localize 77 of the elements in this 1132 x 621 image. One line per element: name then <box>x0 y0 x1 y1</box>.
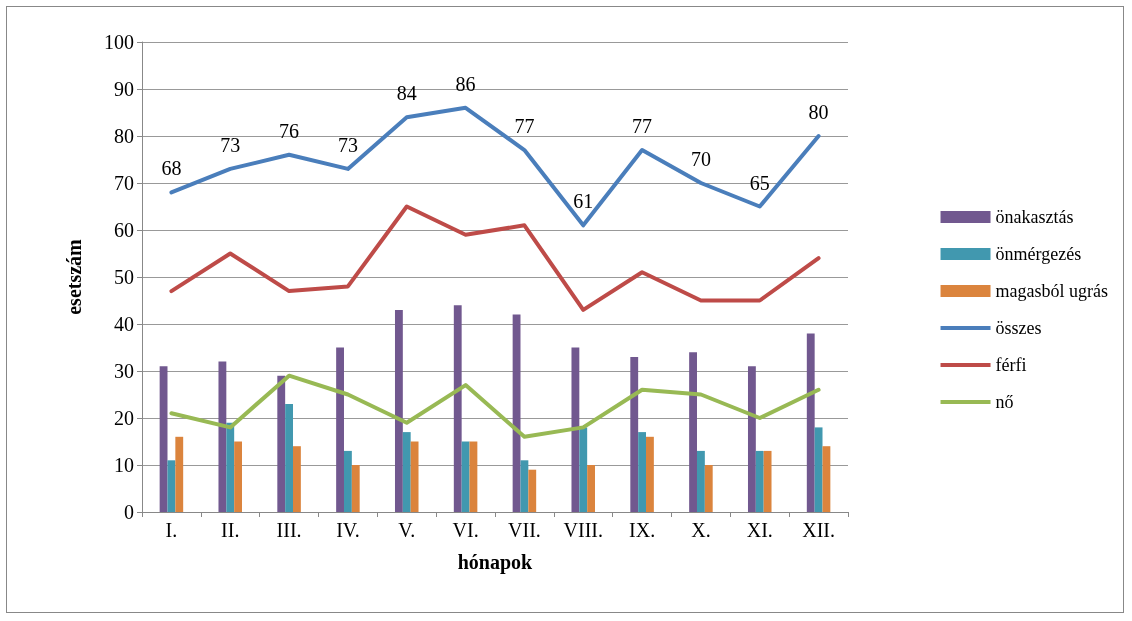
y-tick-label: 20 <box>114 407 134 429</box>
x-tick-label: XI. <box>746 519 773 541</box>
x-tick-label: II. <box>221 519 240 541</box>
x-tick-label: VI. <box>452 519 479 541</box>
y-tick-label: 30 <box>114 360 134 382</box>
line-series <box>169 373 821 439</box>
legend-label: összes <box>995 318 1042 338</box>
bar <box>630 356 639 512</box>
x-tick-label: X. <box>691 519 711 541</box>
bar <box>646 436 654 512</box>
y-tick-label: 90 <box>114 78 134 100</box>
bar <box>689 352 697 512</box>
legend-label: önakasztás <box>995 207 1074 227</box>
bar <box>285 403 294 512</box>
bar <box>461 441 470 512</box>
x-tick-label: I. <box>165 519 178 541</box>
data-label: 80 <box>808 101 829 123</box>
bar <box>351 465 360 512</box>
legend-label: férfi <box>995 355 1027 375</box>
bar <box>806 333 815 512</box>
data-label: 73 <box>337 133 358 156</box>
bar <box>394 309 403 512</box>
data-label: 76 <box>279 119 300 142</box>
legend-label: nő <box>995 392 1014 412</box>
x-tick-label: V. <box>398 519 416 541</box>
bar <box>814 427 823 512</box>
bar <box>579 427 588 512</box>
bar <box>410 441 419 512</box>
bar <box>336 347 344 512</box>
bar <box>528 469 537 512</box>
data-label: 84 <box>396 82 417 105</box>
y-tick-label: 50 <box>114 266 134 288</box>
x-tick-label: IV. <box>336 519 360 541</box>
bar <box>571 347 580 512</box>
data-label: 73 <box>220 133 241 156</box>
legend-label: önmérgezés <box>995 244 1082 264</box>
y-tick-label: 100 <box>104 31 134 53</box>
bar <box>226 422 235 512</box>
x-tick-label: VII. <box>508 519 541 541</box>
bar <box>453 305 462 512</box>
y-tick-label: 60 <box>114 219 134 241</box>
bar <box>167 460 176 512</box>
bar <box>234 441 243 512</box>
x-tick-label: VIII. <box>563 519 603 541</box>
y-tick-label: 80 <box>114 125 134 147</box>
x-tick-label: III. <box>276 519 302 541</box>
bar <box>293 446 301 512</box>
bar <box>696 450 705 512</box>
data-label: 86 <box>455 72 476 95</box>
data-label: 77 <box>514 115 535 138</box>
x-tick-label: XII. <box>802 519 835 541</box>
bar <box>520 460 529 512</box>
y-tick-label: 10 <box>114 454 134 476</box>
x-tick-label: IX. <box>629 519 656 541</box>
y-axis-title: esetszám <box>63 238 85 315</box>
bar <box>638 432 647 512</box>
bar <box>755 450 764 512</box>
bar <box>343 450 352 512</box>
bar <box>402 432 411 512</box>
bar <box>175 436 184 512</box>
data-label: 61 <box>573 190 594 213</box>
data-label: 65 <box>749 171 770 194</box>
bar <box>747 366 756 512</box>
data-label: 70 <box>690 148 711 170</box>
bar <box>277 375 286 512</box>
legend-label: magasból ugrás <box>995 281 1109 301</box>
y-tick-label: 0 <box>124 501 134 523</box>
bar <box>587 465 596 512</box>
data-label: 77 <box>632 115 653 138</box>
data-label: 68 <box>161 157 182 180</box>
bar <box>218 361 227 512</box>
y-tick-label: 70 <box>114 172 134 194</box>
y-tick-label: 40 <box>114 313 134 335</box>
x-axis-title: hónapok <box>457 551 534 574</box>
bar <box>822 446 831 512</box>
bar <box>704 465 713 512</box>
bar <box>763 450 772 512</box>
